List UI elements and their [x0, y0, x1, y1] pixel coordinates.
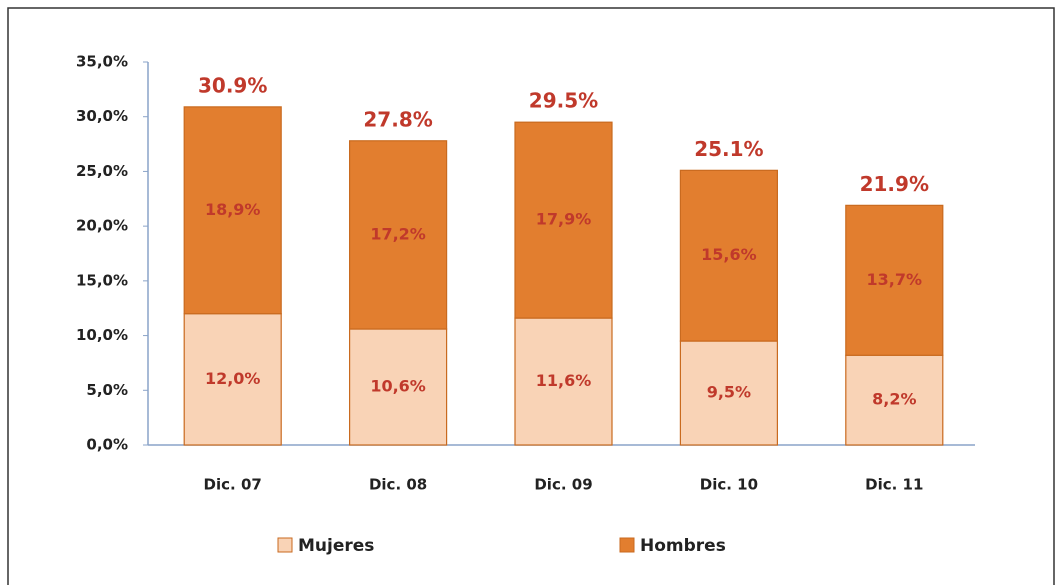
- bar-segment: [514, 317, 613, 446]
- bar-segment: [679, 340, 779, 446]
- total-label: 30.9%: [198, 73, 267, 97]
- legend-label: Mujeres: [298, 536, 374, 556]
- x-tick-label: Dic. 11: [865, 476, 923, 494]
- bar-segment: [349, 328, 448, 446]
- total-label: 27.8%: [363, 107, 432, 131]
- y-tick-label: 20,0%: [76, 217, 128, 235]
- bar-segment: [349, 140, 448, 330]
- legend-swatch: [277, 537, 293, 553]
- y-tick-label: 15,0%: [76, 271, 128, 289]
- bar-segment: [679, 169, 779, 342]
- data-label: 11,6%: [536, 371, 592, 390]
- y-tick-label: 25,0%: [76, 162, 128, 180]
- data-label: 17,2%: [370, 224, 426, 243]
- total-label: 25.1%: [694, 137, 763, 161]
- x-tick-label: Dic. 10: [700, 476, 758, 494]
- x-tick-label: Dic. 09: [534, 476, 592, 494]
- data-label: 13,7%: [867, 270, 923, 289]
- legend-swatch: [619, 537, 635, 553]
- y-tick-label: 0,0%: [86, 436, 128, 454]
- x-tick-label: Dic. 07: [204, 476, 262, 494]
- bar-segment: [183, 313, 282, 446]
- bar-segment: [514, 121, 613, 319]
- data-label: 8,2%: [872, 390, 916, 409]
- y-tick-label: 30,0%: [76, 107, 128, 125]
- bar-segment: [845, 204, 944, 356]
- legend-label: Hombres: [640, 536, 726, 556]
- data-label: 12,0%: [205, 369, 261, 388]
- x-tick-label: Dic. 08: [369, 476, 427, 494]
- bar-segment: [845, 354, 944, 446]
- data-label: 15,6%: [701, 245, 757, 264]
- bar-segment: [183, 106, 282, 315]
- data-label: 9,5%: [707, 383, 751, 402]
- data-label: 10,6%: [370, 377, 426, 396]
- total-label: 29.5%: [529, 89, 598, 113]
- y-tick-label: 5,0%: [86, 381, 128, 399]
- data-label: 17,9%: [536, 210, 592, 229]
- data-label: 18,9%: [205, 200, 261, 219]
- y-tick-label: 35,0%: [76, 53, 128, 71]
- total-label: 21.9%: [860, 172, 929, 196]
- y-tick-label: 10,0%: [76, 326, 128, 344]
